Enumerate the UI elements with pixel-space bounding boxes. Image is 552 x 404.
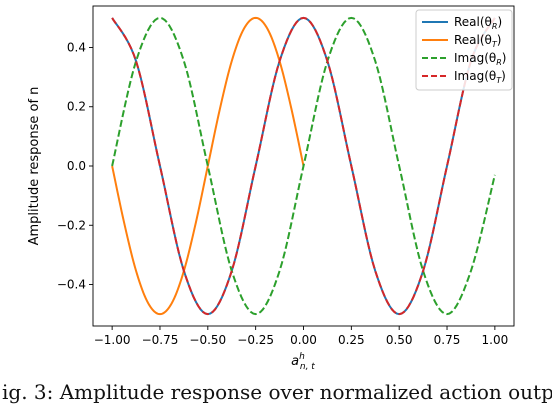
x-tick-label: 0.00 [290,333,317,347]
series-line-3 [111,16,496,316]
legend-label-3: Imag(θT) [454,69,506,85]
y-tick-label: 0.4 [67,40,86,54]
x-axis: −1.00 −0.75 −0.50 −0.25 0.00 0.25 0.50 0.75 1.00 [94,326,508,347]
legend-box [415,9,513,91]
x-tick-label: −0.75 [142,333,179,347]
x-tick-label: −1.00 [94,333,131,347]
figure-caption: ig. 3: Amplitude response over normalize… [2,381,552,404]
series-line-1 [111,16,305,316]
x-tick-label: 1.00 [482,333,509,347]
y-tick-label: −0.2 [57,218,86,232]
y-tick-label: 0.2 [67,100,86,114]
amplitude-chart: −1.00 −0.75 −0.50 −0.25 0.00 0.25 0.50 0.75 1.00… [27,5,515,372]
series-line-2 [111,16,496,316]
legend-label-0: Real(θR) [454,15,502,31]
legend-label-1: Real(θT) [454,33,501,49]
x-tick-label: 0.50 [386,333,413,347]
x-tick-label: −0.25 [237,333,274,347]
y-tick-label: 0.0 [67,159,86,173]
legend-label-2: Imag(θR) [454,51,506,67]
y-tick-label: −0.4 [57,278,86,292]
x-axis-label: ah n, t [291,352,315,372]
legend: Real(θR) Real(θT) Imag(θR) Imag(θT) [415,9,513,91]
x-tick-label: −0.50 [189,333,226,347]
x-tick-label: 0.75 [434,333,461,347]
y-axis: −0.4 −0.2 0.0 0.2 0.4 [57,40,93,292]
x-tick-label: 0.25 [338,333,365,347]
y-axis-label: Amplitude response of n [27,87,42,246]
